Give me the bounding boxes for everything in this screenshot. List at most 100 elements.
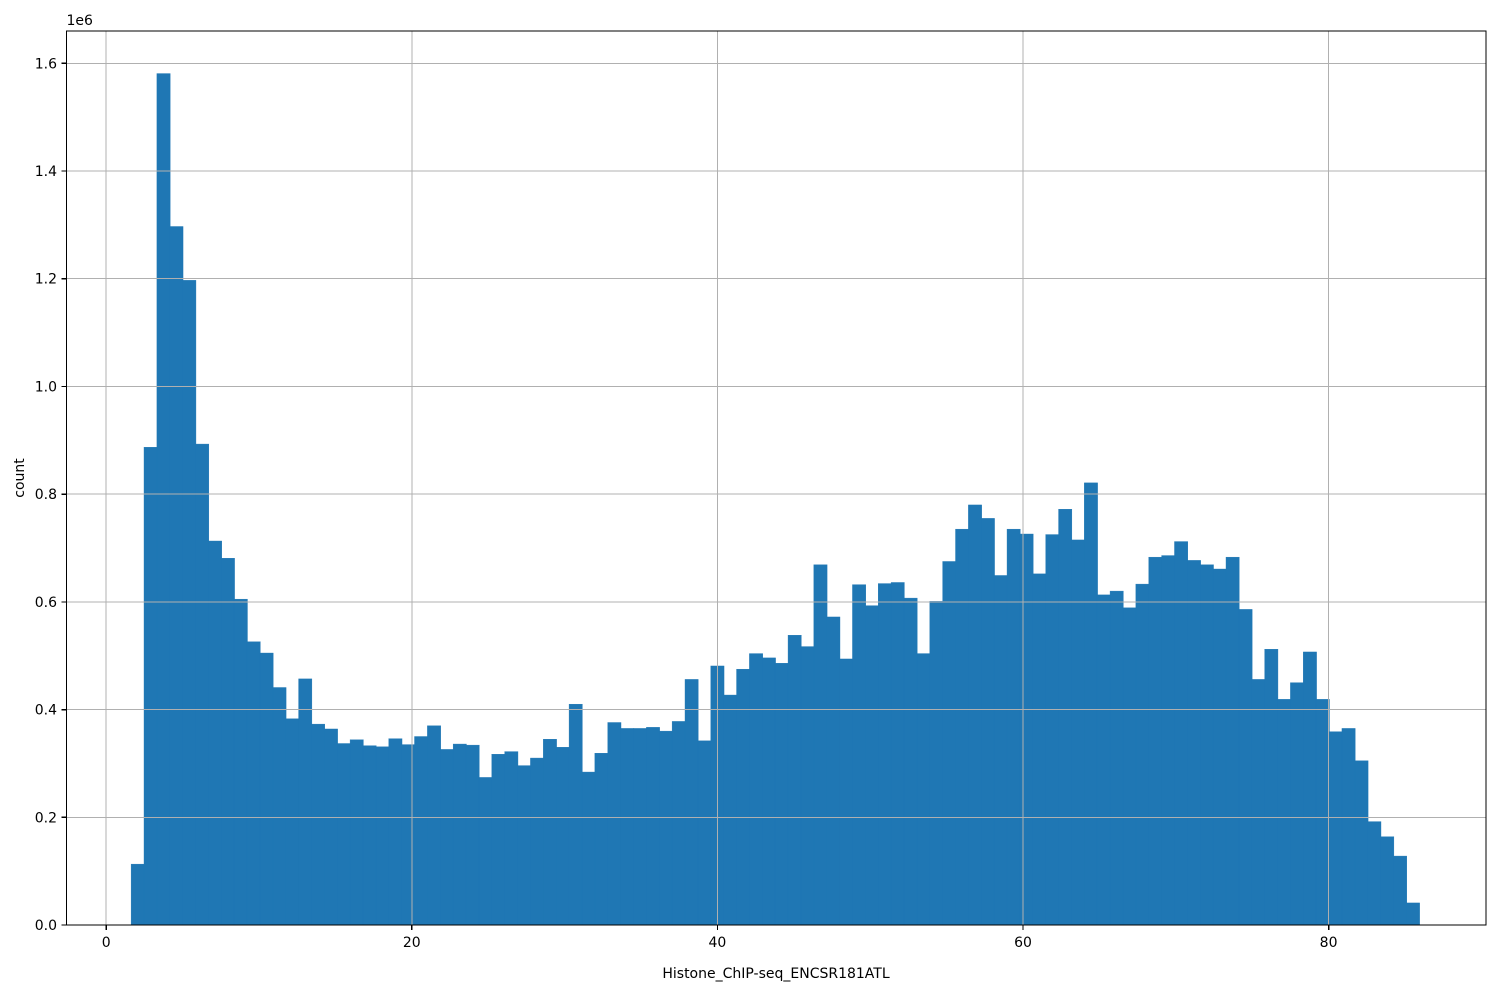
histogram-bar — [517, 765, 532, 926]
histogram-bar — [1380, 836, 1395, 926]
histogram-bar — [401, 744, 416, 926]
bars-layer — [130, 73, 1420, 926]
histogram-bar — [852, 584, 866, 926]
histogram-bar — [221, 558, 235, 926]
histogram-bar — [1225, 556, 1240, 926]
histogram-bar — [208, 540, 222, 926]
axes-layer — [61, 30, 1487, 930]
histogram-bar — [169, 226, 184, 926]
histogram-bar — [1071, 539, 1085, 926]
histogram-bar — [1212, 568, 1227, 926]
histogram-bar — [324, 728, 338, 926]
histogram-bar — [1200, 564, 1214, 926]
histogram-bar — [878, 583, 892, 926]
histogram-bar — [1303, 651, 1317, 926]
histogram-bar — [826, 616, 841, 926]
histogram-bar — [813, 564, 828, 926]
histogram-bar — [491, 754, 506, 926]
histogram-bar — [1032, 573, 1047, 926]
histogram-bar — [375, 746, 390, 926]
histogram-bar — [646, 727, 660, 926]
y-tick-label: 0.6 — [35, 595, 57, 611]
histogram-bar — [1277, 699, 1292, 926]
grid-layer — [66, 31, 1486, 925]
histogram-bar — [568, 703, 583, 926]
histogram-bar — [1393, 855, 1407, 926]
x-tick-label: 40 — [708, 935, 726, 951]
histogram-bar — [1367, 821, 1382, 926]
histogram-bar — [1058, 509, 1073, 926]
histogram-bar — [272, 687, 287, 926]
histogram-bar — [697, 740, 712, 926]
histogram-bar — [942, 561, 957, 926]
histogram-bar — [427, 725, 441, 926]
histogram-bar — [800, 646, 815, 926]
histogram-bar — [259, 652, 274, 926]
histogram-bar — [478, 777, 493, 926]
histogram-bar — [749, 653, 763, 926]
histogram-bar — [594, 753, 609, 926]
histogram-bar — [607, 722, 622, 926]
histogram-bar — [633, 728, 647, 926]
histogram-bar — [955, 528, 969, 926]
histogram-bar — [1406, 902, 1420, 926]
y-axis-label: count — [12, 458, 28, 498]
histogram-bar — [349, 739, 364, 926]
histogram-bar — [993, 575, 1008, 926]
y-offset-label: 1e6 — [67, 13, 94, 29]
histogram-bar — [968, 504, 982, 926]
histogram-bar — [285, 718, 300, 926]
histogram-bar — [1315, 699, 1330, 926]
histogram-bar — [1354, 760, 1369, 926]
histogram-bar — [581, 771, 596, 926]
histogram-bar — [1019, 533, 1034, 926]
histogram-bar — [182, 280, 197, 926]
y-tick-label: 0.2 — [35, 810, 57, 826]
histogram-bar — [337, 743, 351, 926]
histogram-bar — [440, 749, 454, 926]
x-tick-label: 20 — [403, 935, 421, 951]
histogram-bar — [839, 658, 854, 926]
histogram-bar — [981, 518, 995, 926]
histogram-bar — [362, 745, 377, 926]
y-tick-label: 0.0 — [35, 918, 57, 934]
y-tick-label: 0.4 — [35, 703, 57, 719]
histogram-bar — [388, 738, 403, 926]
tick-label-layer: 0 20 40 60 80 0.0 0.2 0.4 0.6 0.8 1.0 1.2 1.4 1.6 — [35, 56, 1338, 951]
histogram-bar — [156, 73, 171, 926]
histogram-bar — [787, 635, 802, 926]
histogram-bar — [143, 447, 158, 926]
histogram-bar — [1084, 482, 1098, 926]
histogram-bar — [903, 597, 918, 926]
x-tick-label: 60 — [1014, 935, 1032, 951]
histogram-bar — [1161, 555, 1176, 926]
histogram-bar — [530, 757, 544, 926]
histogram-bar — [1264, 649, 1279, 926]
histogram-bar — [1045, 534, 1060, 926]
histogram-bar — [671, 721, 686, 926]
plot-border — [65, 30, 1487, 926]
histogram-bar — [298, 678, 313, 926]
histogram-bar — [736, 668, 751, 926]
histogram-bar — [1328, 731, 1343, 926]
histogram-bar — [1174, 541, 1188, 926]
histogram-bar — [1109, 590, 1124, 926]
histogram-bar — [1238, 609, 1253, 926]
histogram-bar — [1187, 560, 1201, 926]
x-axis-label: Histone_ChIP-seq_ENCSR181ATL — [662, 966, 889, 982]
histogram-bar — [723, 694, 738, 926]
histogram-bar — [684, 679, 699, 926]
histogram-bar — [890, 582, 905, 926]
histogram-bar — [1122, 607, 1137, 926]
x-tick-label: 0 — [102, 935, 111, 951]
histogram-bar — [620, 728, 635, 926]
y-tick-label: 1.6 — [35, 56, 57, 72]
histogram-bar — [865, 605, 879, 926]
y-tick-label: 1.4 — [35, 164, 57, 180]
histogram-bar — [916, 653, 931, 926]
histogram-bar — [246, 641, 261, 926]
histogram-bar — [233, 598, 248, 926]
histogram-bar — [1006, 528, 1021, 926]
